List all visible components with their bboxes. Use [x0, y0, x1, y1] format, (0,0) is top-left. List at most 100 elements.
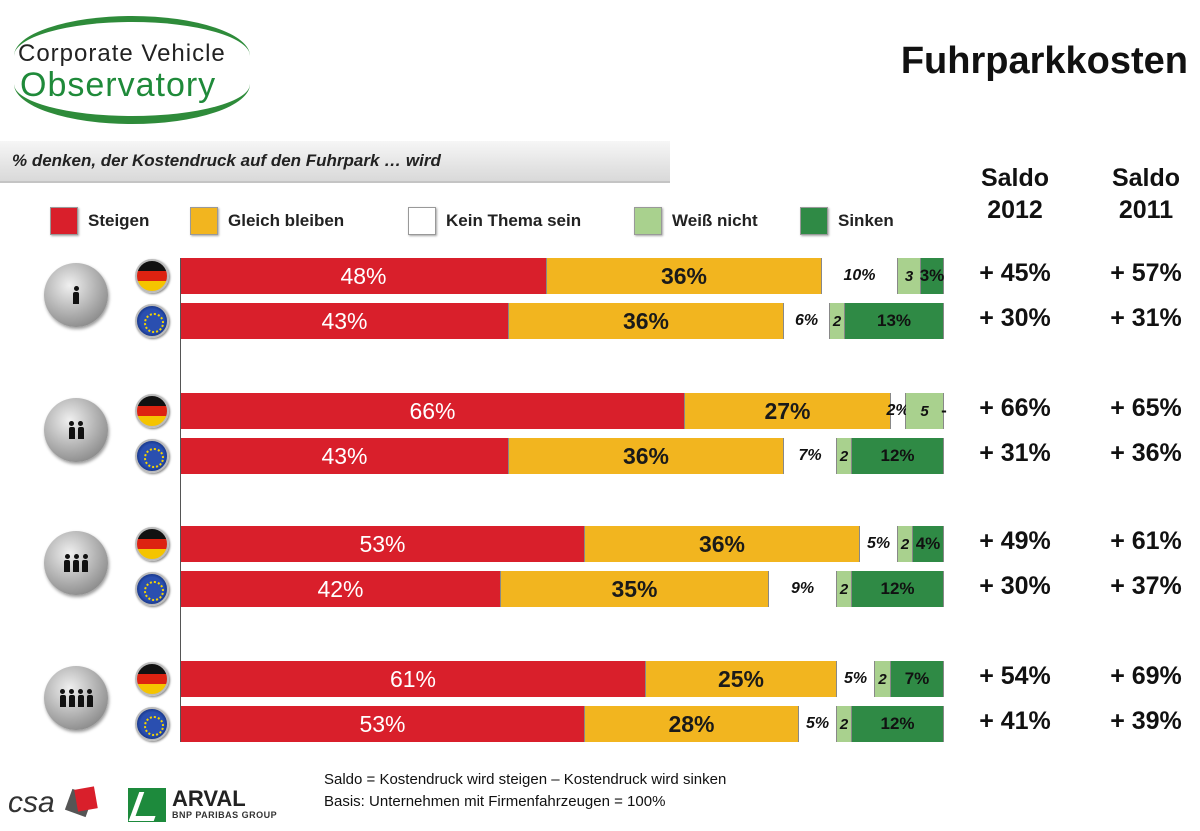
logo-line-1: Corporate Vehicle: [18, 40, 226, 67]
data-label: 53%: [359, 710, 406, 737]
data-label: 12%: [880, 579, 915, 598]
data-label: 2%: [886, 402, 910, 419]
bar-segment-weiss-nicht: 2: [898, 526, 913, 562]
bar-segment-steigen: 48%: [181, 258, 547, 294]
data-label: 7%: [798, 447, 822, 464]
data-label: 25%: [717, 665, 765, 692]
bar-segment-sinken: 12%: [852, 438, 944, 474]
bar-segment-steigen: 43%: [181, 303, 509, 339]
saldo-2011-value: + 36%: [1110, 439, 1182, 467]
data-label: 3%: [919, 266, 945, 285]
legend-swatch-kein-thema-sein: [408, 207, 436, 235]
footnote-basis: Basis: Unternehmen mit Firmenfahrzeugen …: [324, 793, 666, 810]
data-label: 43%: [321, 307, 368, 334]
bar-segment-gleich-bleiben: 35%: [501, 571, 769, 607]
legend-item-kein-thema-sein: Kein Thema sein: [408, 207, 581, 235]
saldo-2012-value: + 49%: [979, 527, 1051, 555]
eu-flag-icon: [135, 304, 169, 338]
saldo-2012-header: Saldo 2012: [965, 162, 1065, 226]
data-label: 28%: [668, 710, 715, 737]
bar-segment-sinken: 12%: [852, 706, 944, 742]
data-label: 5: [920, 402, 929, 420]
bar-segment-weiss-nicht: 5: [906, 393, 944, 429]
data-label: 2: [839, 580, 849, 598]
logo-line-2: Observatory: [20, 66, 217, 104]
stacked-bar: 42% 35% 9% 2 12%: [181, 571, 944, 607]
germany-flag-icon: [135, 259, 169, 293]
bar-segment-sinken: 12%: [852, 571, 944, 607]
csa-logo-icon: [64, 786, 98, 818]
germany-flag-icon: [135, 394, 169, 428]
stacked-bar: 48% 36% 10% 3 3%: [181, 258, 944, 294]
eu-flag-icon: [135, 572, 169, 606]
eu-flag-icon: [135, 707, 169, 741]
saldo-2011-header-line1: Saldo: [1111, 164, 1181, 192]
person-2-icon: [44, 398, 108, 462]
saldo-2012-value: + 41%: [979, 707, 1051, 735]
data-label: 42%: [317, 575, 364, 602]
saldo-2011-value: + 57%: [1110, 259, 1182, 287]
eu-flag-icon: [135, 439, 169, 473]
stacked-bar: 43% 36% 6% 2 13%: [181, 303, 944, 339]
data-label: 2: [878, 670, 887, 688]
bar-segment-kein-thema-sein: 2%: [886, 393, 910, 429]
data-label: 43%: [321, 442, 368, 469]
stacked-bar: 53% 36% 5% 2 4%: [181, 526, 944, 562]
saldo-2012-header-line1: Saldo: [980, 164, 1050, 192]
page-title: Fuhrparkkosten: [900, 40, 1188, 82]
csa-logo-text: csa: [8, 786, 55, 819]
bar-segment-steigen: 53%: [181, 526, 585, 562]
data-label: 36%: [660, 262, 708, 289]
data-label: 13%: [876, 311, 912, 330]
bar-segment-kein-thema-sein: 9%: [769, 571, 837, 607]
data-label: 5%: [866, 535, 891, 552]
saldo-2012-value: + 45%: [979, 259, 1051, 287]
question-banner: % denken, der Kostendruck auf den Fuhrpa…: [0, 141, 670, 183]
stacked-bar: 53% 28% 5% 2 12%: [181, 706, 944, 742]
arval-logo-subtitle: BNP PARIBAS GROUP: [172, 810, 278, 820]
data-label: 53%: [359, 530, 406, 557]
bar-segment-weiss-nicht: 2: [837, 438, 852, 474]
saldo-2011-value: + 31%: [1110, 304, 1182, 332]
bar-segment-kein-thema-sein: 5%: [860, 526, 898, 562]
stacked-bar: 43% 36% 7% 2 12%: [181, 438, 944, 474]
bar-segment-weiss-nicht: 2: [837, 706, 852, 742]
data-label: 36%: [622, 442, 670, 469]
bar-segment-gleich-bleiben: 28%: [585, 706, 799, 742]
bar-segment-sinken: 3%: [919, 258, 945, 294]
bar-segment-kein-thema-sein: 5%: [837, 661, 875, 697]
data-label: 2: [839, 715, 849, 733]
bar-segment-steigen: 66%: [181, 393, 685, 429]
bar-segment-gleich-bleiben: 25%: [646, 661, 837, 697]
legend-item-sinken: Sinken: [800, 207, 894, 235]
bar-segment-weiss-nicht: 2: [830, 303, 845, 339]
legend-item-gleich-bleiben: Gleich bleiben: [190, 207, 344, 235]
bar-segment-sinken: 4%: [913, 526, 944, 562]
person-4-icon: [44, 666, 108, 730]
bar-segment-gleich-bleiben: 36%: [509, 438, 784, 474]
stacked-bar: 66% 27% 2% 5-: [181, 393, 947, 429]
legend-label-kein-thema-sein: Kein Thema sein: [446, 211, 582, 230]
data-label: 10%: [843, 267, 876, 284]
legend-label-weiss-nicht: Weiß nicht: [672, 211, 758, 230]
bar-segment-steigen: 42%: [181, 571, 501, 607]
legend-swatch-steigen: [50, 207, 78, 235]
bar-segment-kein-thema-sein: 7%: [784, 438, 837, 474]
saldo-2011-value: + 65%: [1110, 394, 1182, 422]
data-label: 7%: [904, 669, 930, 688]
germany-flag-icon: [135, 662, 169, 696]
data-label: 5%: [805, 715, 830, 732]
legend-swatch-weiss-nicht: [634, 207, 662, 235]
saldo-2012-value: + 54%: [979, 662, 1051, 690]
germany-flag-icon: [135, 527, 169, 561]
saldo-2011-value: + 61%: [1110, 527, 1182, 555]
logo-swoosh-bottom: [14, 84, 250, 124]
arval-logo-icon: [128, 788, 166, 822]
bar-segment-gleich-bleiben: 36%: [547, 258, 822, 294]
saldo-2011-value: + 69%: [1110, 662, 1182, 690]
legend-label-sinken: Sinken: [838, 211, 894, 230]
legend-item-steigen: Steigen: [50, 207, 149, 235]
data-label: 48%: [340, 262, 387, 289]
bar-segment-gleich-bleiben: 36%: [509, 303, 784, 339]
data-label: 12%: [880, 714, 915, 733]
